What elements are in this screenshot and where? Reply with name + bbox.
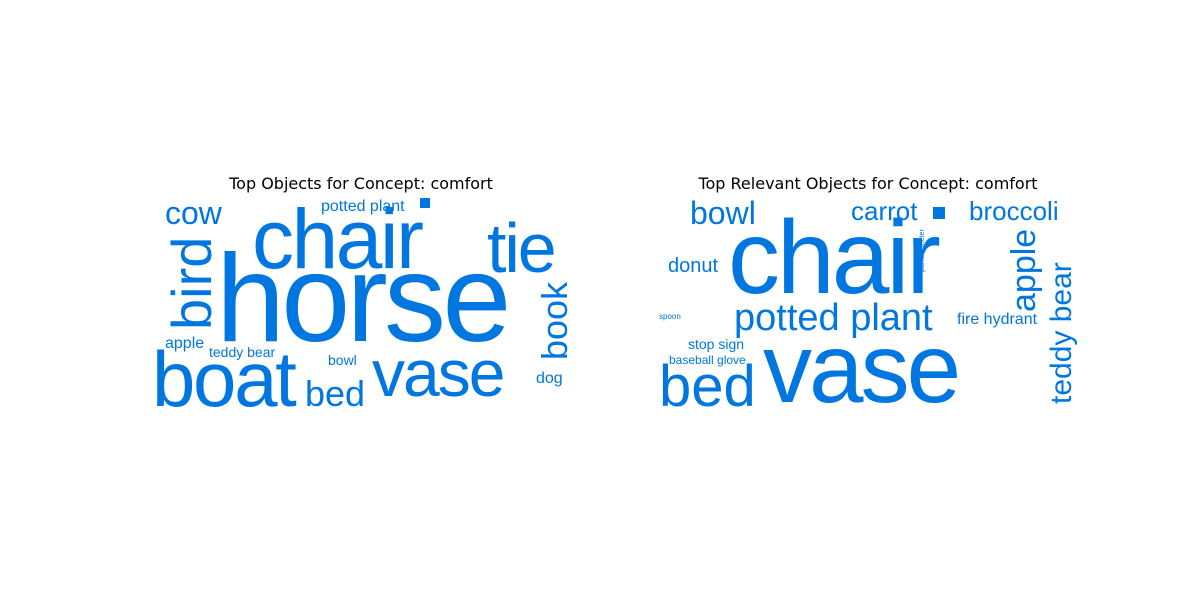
cloud-word-chair: chair bbox=[252, 192, 423, 286]
left-cloud-title: Top Objects for Concept: comfort bbox=[229, 174, 493, 193]
right-cloud-title: Top Relevant Objects for Concept: comfor… bbox=[698, 174, 1038, 193]
cloud-word-potted-plant: potted plant bbox=[321, 198, 405, 215]
cloud-word-chair: chair bbox=[728, 200, 939, 316]
cloud-word-carrot: carrot bbox=[851, 196, 918, 226]
cloud-word-parking-meter: parking meter bbox=[919, 229, 926, 272]
cloud-word-boat: boat bbox=[152, 335, 297, 423]
cloud-word-bed: bed bbox=[305, 373, 365, 414]
cloud-glyph-mark bbox=[933, 207, 945, 219]
cloud-word-tie: tie bbox=[487, 209, 555, 287]
cloud-word-cow: cow bbox=[165, 195, 223, 231]
cloud-word-apple: apple bbox=[165, 335, 204, 352]
cloud-word-spoon: spoon bbox=[659, 312, 681, 321]
cloud-word-bed: bed bbox=[659, 354, 756, 419]
cloud-word-baseball-glove: baseball glove bbox=[669, 353, 746, 367]
cloud-word-broccoli: broccoli bbox=[969, 196, 1059, 226]
cloud-word-fire-hydrant: fire hydrant bbox=[957, 311, 1038, 328]
cloud-word-donut: donut bbox=[668, 255, 718, 277]
cloud-word-vase: vase bbox=[763, 313, 958, 423]
cloud-word-book: book bbox=[534, 281, 575, 360]
cloud-word-dog: dog bbox=[536, 370, 563, 387]
cloud-word-bowl: bowl bbox=[690, 195, 756, 231]
cloud-word-teddy-bear: teddy bear bbox=[1045, 262, 1078, 404]
cloud-word-horse: horse bbox=[216, 230, 508, 368]
cloud-word-stop-sign: stop sign bbox=[688, 336, 744, 352]
cloud-word-vase: vase bbox=[372, 336, 504, 410]
cloud-word-apple: apple bbox=[1005, 229, 1043, 312]
cloud-glyph-mark bbox=[420, 198, 430, 208]
cloud-word-bird: bird bbox=[160, 237, 223, 330]
cloud-word-bowl: bowl bbox=[328, 352, 357, 368]
cloud-word-teddy-bear: teddy bear bbox=[209, 344, 275, 360]
cloud-word-potted-plant: potted plant bbox=[734, 297, 933, 339]
